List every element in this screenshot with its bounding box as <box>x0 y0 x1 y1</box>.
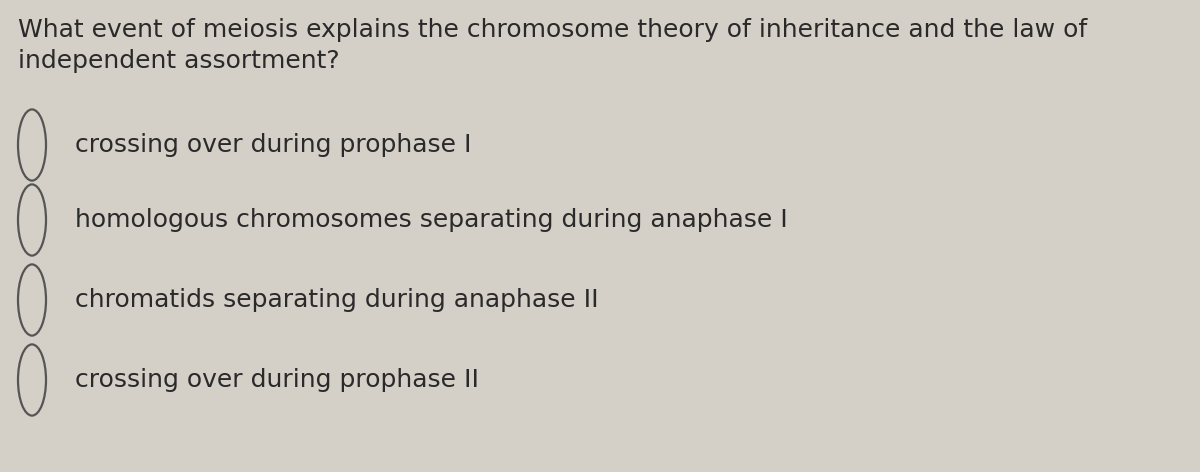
Text: homologous chromosomes separating during anaphase I: homologous chromosomes separating during… <box>74 208 787 232</box>
Text: What event of meiosis explains the chromosome theory of inheritance and the law : What event of meiosis explains the chrom… <box>18 18 1087 73</box>
Text: crossing over during prophase II: crossing over during prophase II <box>74 368 479 392</box>
Text: crossing over during prophase I: crossing over during prophase I <box>74 133 472 157</box>
Text: chromatids separating during anaphase II: chromatids separating during anaphase II <box>74 288 599 312</box>
